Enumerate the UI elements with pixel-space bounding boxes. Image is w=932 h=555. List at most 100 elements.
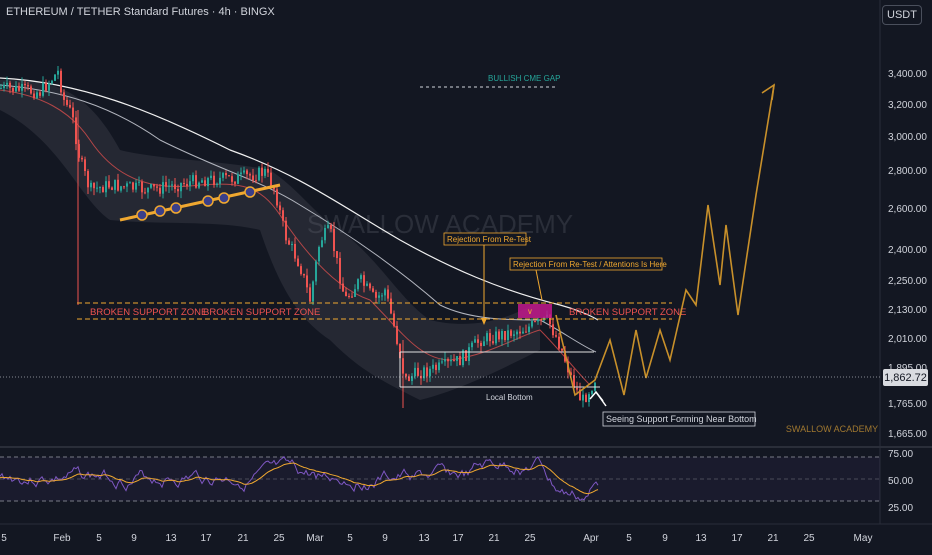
candle-body bbox=[372, 288, 374, 292]
candle-body bbox=[468, 347, 470, 361]
candle-body bbox=[324, 228, 326, 241]
candle-body bbox=[0, 87, 2, 89]
time-axis-label: 21 bbox=[488, 533, 500, 544]
projection-arrow-icon bbox=[761, 83, 776, 101]
candle-body bbox=[438, 362, 440, 371]
price-axis-label: 2,400.00 bbox=[888, 245, 927, 256]
candle-body bbox=[531, 321, 533, 327]
candle-body bbox=[156, 186, 158, 188]
rejection-box[interactable] bbox=[518, 304, 552, 318]
candle-body bbox=[378, 295, 380, 298]
rsi-line[interactable] bbox=[0, 455, 599, 502]
candle-body bbox=[393, 313, 395, 326]
candle-body bbox=[210, 175, 212, 179]
candle-body bbox=[204, 180, 206, 187]
watermark-center: SWALLOW ACADEMY bbox=[307, 209, 573, 239]
candle-body bbox=[36, 92, 38, 99]
candle-body bbox=[483, 341, 485, 347]
time-axis-label: Feb bbox=[53, 533, 71, 544]
candle-body bbox=[384, 289, 386, 296]
candle-body bbox=[183, 182, 185, 184]
candle-body bbox=[270, 172, 272, 187]
ema-100-line bbox=[0, 84, 597, 353]
candle-body bbox=[150, 183, 152, 188]
candle-body bbox=[117, 179, 119, 191]
candle-body bbox=[447, 359, 449, 362]
candle-body bbox=[588, 394, 590, 402]
local-bottom-label: Local Bottom bbox=[486, 393, 533, 402]
candle-body bbox=[489, 333, 491, 342]
candle-body bbox=[213, 175, 215, 186]
candle-body bbox=[120, 186, 122, 191]
rejection-retest-box bbox=[443, 232, 527, 246]
time-axis-label: 21 bbox=[237, 533, 249, 544]
candle-body bbox=[48, 83, 50, 91]
candle-body bbox=[348, 296, 350, 298]
candle-body bbox=[540, 319, 542, 321]
candle-body bbox=[177, 189, 179, 192]
candle-body bbox=[390, 298, 392, 314]
trendline-touch-points bbox=[136, 186, 256, 221]
callout-line-2 bbox=[535, 269, 543, 301]
candle-body bbox=[228, 175, 230, 177]
candle-body bbox=[450, 359, 452, 362]
candle-body bbox=[267, 168, 269, 173]
candle-body bbox=[339, 258, 341, 284]
candle-body bbox=[51, 80, 53, 84]
price-axis-label: 1,665.00 bbox=[888, 429, 927, 440]
candle-body bbox=[174, 184, 176, 190]
candle-body bbox=[591, 390, 593, 395]
projection-path[interactable] bbox=[555, 84, 775, 397]
candlestick-series[interactable] bbox=[0, 66, 596, 408]
candle-body bbox=[99, 187, 101, 189]
time-axis-label: 13 bbox=[418, 533, 430, 544]
candle-body bbox=[315, 261, 317, 282]
candle-body bbox=[369, 283, 371, 289]
candle-body bbox=[192, 175, 194, 182]
candle-body bbox=[264, 168, 266, 176]
candle-body bbox=[498, 331, 500, 340]
price-pane[interactable] bbox=[0, 0, 880, 446]
time-axis-label: 5 bbox=[347, 533, 353, 544]
candle-body bbox=[87, 171, 89, 188]
candle-body bbox=[297, 258, 299, 267]
candle-body bbox=[57, 70, 59, 75]
candle-body bbox=[201, 180, 203, 183]
candle-body bbox=[417, 367, 419, 376]
candle-body bbox=[90, 182, 92, 188]
candle-body bbox=[129, 182, 131, 184]
candle-body bbox=[108, 181, 110, 188]
candle-body bbox=[222, 173, 224, 178]
candle-body bbox=[387, 289, 389, 299]
time-axis-label: May bbox=[854, 533, 873, 544]
candle-body bbox=[423, 367, 425, 379]
candle-body bbox=[534, 321, 536, 323]
price-axis-label: 1,895.00 bbox=[888, 363, 927, 374]
candle-body bbox=[195, 175, 197, 188]
candle-body bbox=[351, 296, 353, 298]
candle-body bbox=[3, 84, 5, 88]
candle-body bbox=[153, 183, 155, 187]
cme-gap-label: BULLISH CME GAP bbox=[488, 74, 560, 83]
candle-body bbox=[318, 246, 320, 262]
candle-body bbox=[327, 225, 329, 229]
time-axis-label: 17 bbox=[731, 533, 743, 544]
candle-body bbox=[33, 93, 35, 99]
price-axis-label: 3,400.00 bbox=[888, 69, 927, 80]
candle-body bbox=[219, 177, 221, 184]
candle-body bbox=[282, 210, 284, 221]
time-axis-label: 13 bbox=[695, 533, 707, 544]
candle-body bbox=[462, 350, 464, 366]
candle-body bbox=[102, 187, 104, 193]
candle-body bbox=[279, 205, 281, 211]
rsi-pane[interactable] bbox=[0, 448, 880, 524]
support-forming-box bbox=[602, 411, 756, 427]
currency-button[interactable]: USDT bbox=[882, 5, 922, 25]
price-axis-label: 2,250.00 bbox=[888, 276, 927, 287]
candle-body bbox=[312, 281, 314, 302]
candle-body bbox=[441, 361, 443, 363]
rsi-axis-label: 25.00 bbox=[888, 503, 913, 514]
candle-body bbox=[516, 331, 518, 335]
candle-body bbox=[456, 356, 458, 361]
